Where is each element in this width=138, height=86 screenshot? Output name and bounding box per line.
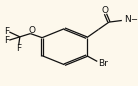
Text: F: F — [4, 27, 9, 36]
Text: −: − — [130, 15, 137, 24]
Text: F: F — [16, 44, 21, 53]
Text: O: O — [28, 26, 35, 35]
Text: O: O — [102, 6, 109, 15]
Text: N: N — [124, 15, 131, 24]
Text: Br: Br — [98, 59, 108, 68]
Text: F: F — [4, 36, 9, 45]
